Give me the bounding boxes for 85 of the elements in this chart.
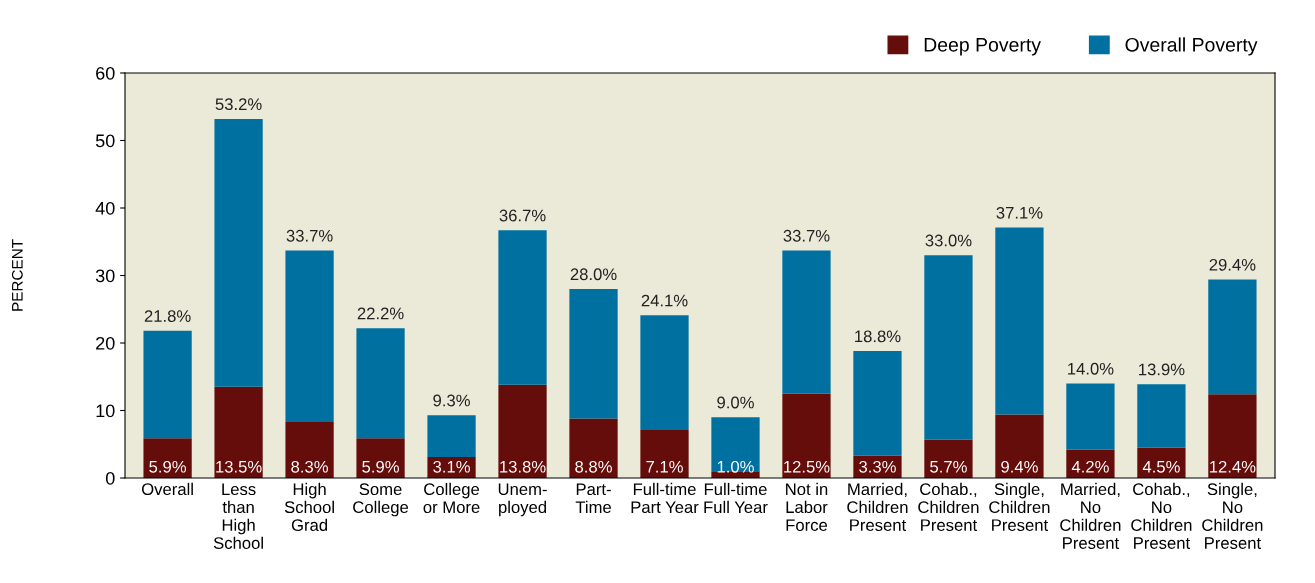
- bar: [569, 418, 618, 478]
- x-tick-label: Single, No Children Present: [1202, 482, 1263, 549]
- x-tick-label: Some College: [353, 483, 409, 517]
- data-label: 5.7%: [930, 460, 967, 473]
- bar: [1208, 279, 1257, 395]
- x-tick-label: Married, Children Present: [847, 482, 908, 532]
- total-label: 22.2%: [357, 307, 404, 320]
- bar: [782, 250, 831, 394]
- x-tick-label: High School Grad: [284, 482, 334, 532]
- total-label: 37.1%: [996, 206, 1043, 219]
- data-label: 4.2%: [1071, 460, 1109, 473]
- total-label: 53.2%: [215, 98, 262, 111]
- data-label: 3.1%: [433, 460, 470, 473]
- bar: [995, 227, 1044, 415]
- bar: [995, 414, 1044, 478]
- data-label: 5.9%: [149, 460, 186, 473]
- bar: [640, 430, 689, 478]
- bar: [143, 330, 192, 439]
- bar: [924, 439, 973, 478]
- total-label: 18.8%: [855, 330, 901, 343]
- x-tick-label: College or More: [423, 482, 480, 514]
- total-label: 9.0%: [717, 396, 754, 409]
- bar: [711, 417, 760, 472]
- x-tick-label: Married, No Children Present: [1060, 482, 1121, 549]
- y-tick-label: 20: [96, 336, 115, 350]
- total-label: 9.3%: [433, 394, 470, 407]
- y-tick-label: 40: [95, 201, 115, 215]
- data-label: 5.9%: [362, 460, 399, 473]
- bar: [1066, 383, 1115, 450]
- x-tick-label: Full-time Part Year: [631, 482, 699, 514]
- bar: [214, 118, 263, 387]
- data-label: 8.8%: [575, 460, 612, 473]
- data-label: 12.5%: [784, 460, 830, 473]
- bar: [285, 250, 334, 422]
- y-tick-label: 30: [95, 269, 115, 283]
- y-tick-label: 10: [96, 404, 115, 418]
- total-label: 21.8%: [144, 310, 191, 322]
- y-tick-label: 60: [96, 66, 115, 80]
- bar: [356, 438, 405, 478]
- bar: [569, 289, 618, 419]
- bar: [498, 384, 547, 478]
- data-label: 13.5%: [216, 460, 262, 473]
- data-label: 12.4%: [1210, 460, 1256, 473]
- x-tick-label: Single, Children Present: [989, 482, 1050, 532]
- y-tick-label: 0: [105, 471, 115, 485]
- x-tick-label: Full-time Full Year: [704, 482, 768, 514]
- x-tick-label: Less than High School: [213, 483, 263, 549]
- bar: [1208, 394, 1257, 478]
- bar: [640, 315, 689, 431]
- bar: [427, 415, 476, 458]
- data-label: 4.5%: [1142, 460, 1180, 473]
- legend-label: Deep Poverty: [924, 38, 1041, 56]
- bar: [285, 421, 334, 478]
- data-label: 9.4%: [1001, 460, 1038, 473]
- total-label: 28.0%: [570, 268, 617, 281]
- x-tick-label: Overall: [141, 482, 193, 496]
- bar: [924, 255, 973, 440]
- total-label: 33.0%: [925, 234, 972, 247]
- data-label: 3.3%: [859, 460, 896, 473]
- x-tick-label: Part- Time: [575, 483, 611, 514]
- data-label: 1.0%: [717, 460, 754, 473]
- data-label: 8.3%: [291, 460, 328, 473]
- total-label: 33.7%: [286, 229, 333, 242]
- total-label: 33.7%: [783, 229, 830, 242]
- bar: [214, 386, 263, 478]
- bar: [143, 438, 192, 478]
- x-tick-label: Unem- ployed: [498, 483, 547, 517]
- y-tick-label: 50: [95, 134, 115, 148]
- bar: [782, 393, 831, 478]
- data-label: 7.1%: [646, 460, 683, 473]
- legend-label: Overall Poverty: [1125, 37, 1258, 56]
- total-label: 29.4%: [1209, 258, 1256, 271]
- bar: [1137, 384, 1186, 448]
- total-label: 36.7%: [499, 209, 546, 222]
- x-tick-label: Not in Labor Force: [786, 482, 828, 532]
- y-axis-title: PERCENT: [11, 239, 23, 311]
- total-label: 14.0%: [1068, 362, 1114, 375]
- total-label: 13.9%: [1139, 363, 1185, 376]
- bar: [356, 328, 405, 439]
- x-tick-label: Cohab., Children Present: [918, 482, 979, 532]
- bar: [853, 351, 902, 456]
- bar: [498, 230, 547, 385]
- total-label: 24.1%: [641, 294, 688, 307]
- data-label: 13.8%: [500, 460, 546, 473]
- x-tick-label: Cohab., No Children Present: [1131, 482, 1192, 549]
